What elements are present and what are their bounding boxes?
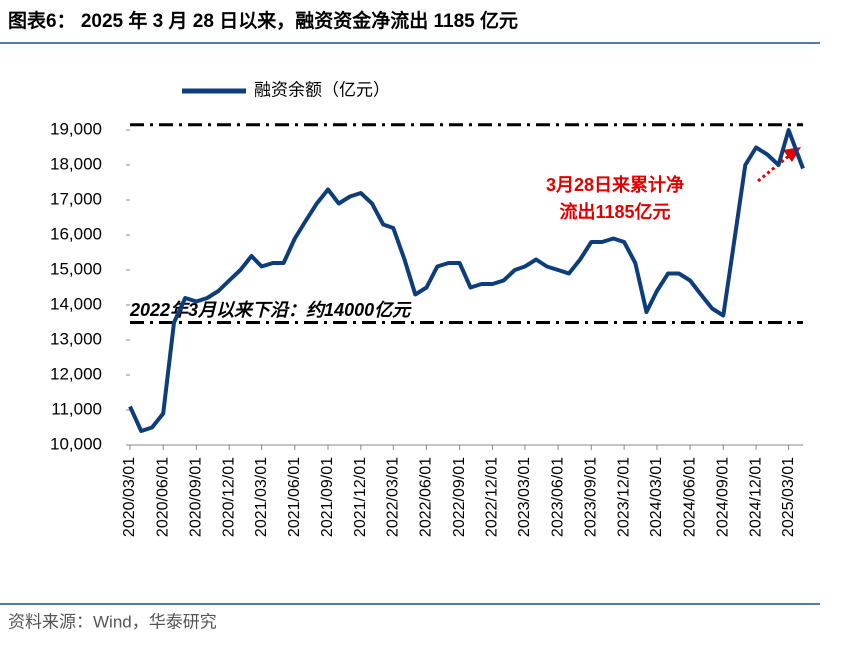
y-tick-label: 12,000 [50,364,102,383]
x-tick-label: 2024/06/01 [681,457,698,537]
x-tick-label: 2024/12/01 [747,457,764,537]
data-line [128,128,805,433]
y-tick-label: 14,000 [50,294,102,313]
y-tick-label: 18,000 [50,154,102,173]
chart-title: 图表6： 2025 年 3 月 28 日以来，融资资金净流出 1185 亿元 [8,9,518,32]
x-tick-label: 2025/03/01 [780,457,797,537]
x-tick-label: 2021/06/01 [286,457,303,537]
x-tick-label: 2020/09/01 [188,457,205,537]
x-tick-label: 2020/12/01 [220,457,237,537]
x-tick-label: 2022/06/01 [418,457,435,537]
x-tick-label: 2022/09/01 [451,457,468,537]
y-tick-label: 17,000 [50,189,102,208]
annotation: 2022年3月以来下沿：约14000亿元 [129,300,412,320]
y-tick-label: 11,000 [51,399,102,418]
annotation: 3月28日来累计净 [546,174,684,195]
y-tick-label: 16,000 [50,224,102,243]
x-tick-label: 2021/09/01 [319,457,336,537]
x-tick-label: 2024/03/01 [648,457,665,537]
y-tick-label: 15,000 [50,259,102,278]
source: 资料来源：Wind，华泰研究 [8,612,217,631]
x-tick-label: 2023/09/01 [583,457,600,537]
x-tick-label: 2020/03/01 [121,457,138,537]
y-tick-label: 19,000 [50,119,102,138]
y-tick-label: 10,000 [50,434,102,453]
x-tick-label: 2022/03/01 [385,457,402,537]
x-tick-label: 2023/06/01 [549,457,566,537]
x-tick-label: 2021/12/01 [352,457,369,537]
x-tick-label: 2023/03/01 [516,457,533,537]
y-tick-label: 13,000 [50,329,102,348]
arrow-shaft [757,153,791,183]
x-tick-label: 2024/09/01 [715,457,732,537]
x-tick-label: 2022/12/01 [484,457,501,537]
legend-label: 融资余额（亿元） [254,80,390,99]
x-tick-label: 2021/03/01 [253,457,270,537]
annotation: 流出1185亿元 [559,201,670,222]
x-tick-label: 2023/12/01 [615,457,632,537]
x-tick-label: 2020/06/01 [154,457,171,537]
